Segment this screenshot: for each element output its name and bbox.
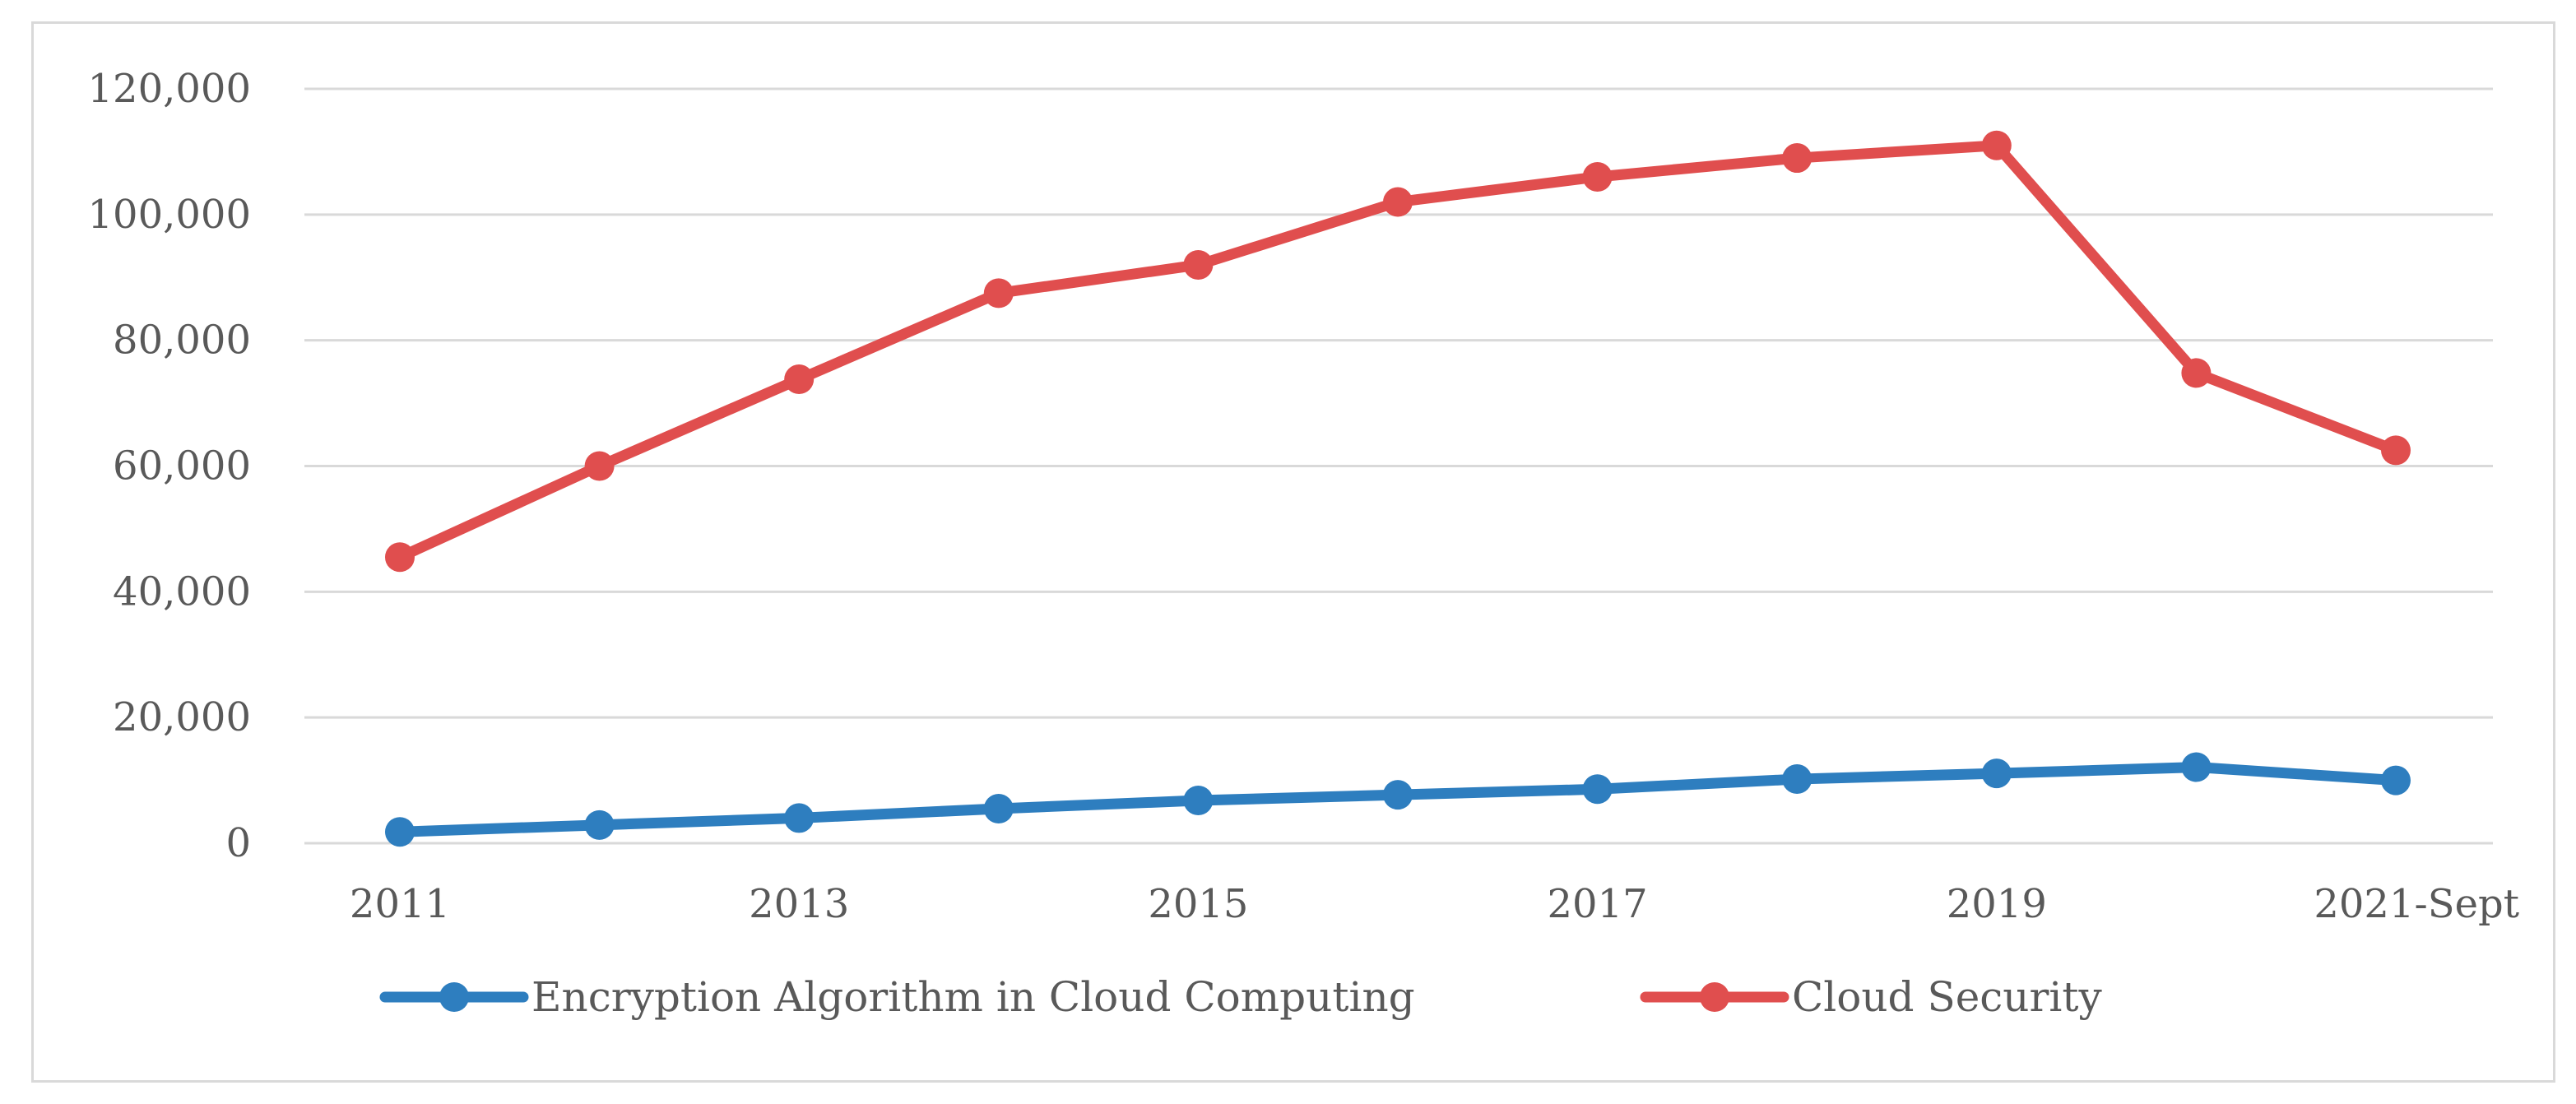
data-point [784,803,815,833]
legend-label: Cloud Security [1792,973,2102,1021]
series-layer [385,130,2411,847]
data-point [1782,764,1812,795]
legend-marker [439,982,469,1012]
y-tick-label: 60,000 [113,443,251,489]
x-tick-label: 2013 [749,881,849,927]
data-point [385,817,415,847]
y-tick-label: 40,000 [113,568,251,615]
legend-item: Encryption Algorithm in Cloud Computing [379,973,1415,1021]
data-point [1383,187,1413,217]
data-point [1383,780,1413,810]
data-point [2381,765,2411,796]
data-point [983,793,1014,823]
y-tick-label: 120,000 [88,66,252,112]
y-tick-label: 100,000 [88,192,252,238]
y-tick-label: 20,000 [113,694,251,740]
y-tick-label: 0 [225,820,251,866]
data-point [1582,161,1613,192]
data-point [983,278,1014,308]
x-axis-tick-labels: 2011 2013 2015 2017 2019 2021-Sept [350,881,2519,927]
y-tick-label: 80,000 [113,318,251,364]
data-point [584,809,615,840]
data-point [1183,786,1214,816]
x-tick-label: 2019 [1947,881,2047,927]
data-point [2181,358,2212,388]
data-point [584,451,615,481]
series-2 [385,130,2411,573]
x-tick-label: 2021-Sept [2314,881,2519,927]
data-point [2381,435,2411,466]
data-point [1183,249,1214,280]
data-point [1782,143,1812,174]
legend: Encryption Algorithm in Cloud Computing C… [379,973,2102,1021]
data-point [1981,130,2012,160]
legend-marker [1700,982,1729,1012]
data-point [784,364,815,395]
chart-frame [31,21,2555,1083]
legend-item: Cloud Security [1640,973,2102,1021]
data-point [385,542,415,573]
data-point [1981,758,2012,789]
data-point [1582,774,1613,805]
x-tick-label: 2017 [1548,881,1648,927]
y-axis-tick-labels: 0 20,000 40,000 60,000 80,000 100,000 120,000 [88,66,252,866]
series-1 [385,752,2411,847]
legend-label: Encryption Algorithm in Cloud Computing [531,973,1415,1021]
x-tick-label: 2015 [1148,881,1248,927]
data-point [2181,752,2212,782]
x-tick-label: 2011 [350,881,450,927]
